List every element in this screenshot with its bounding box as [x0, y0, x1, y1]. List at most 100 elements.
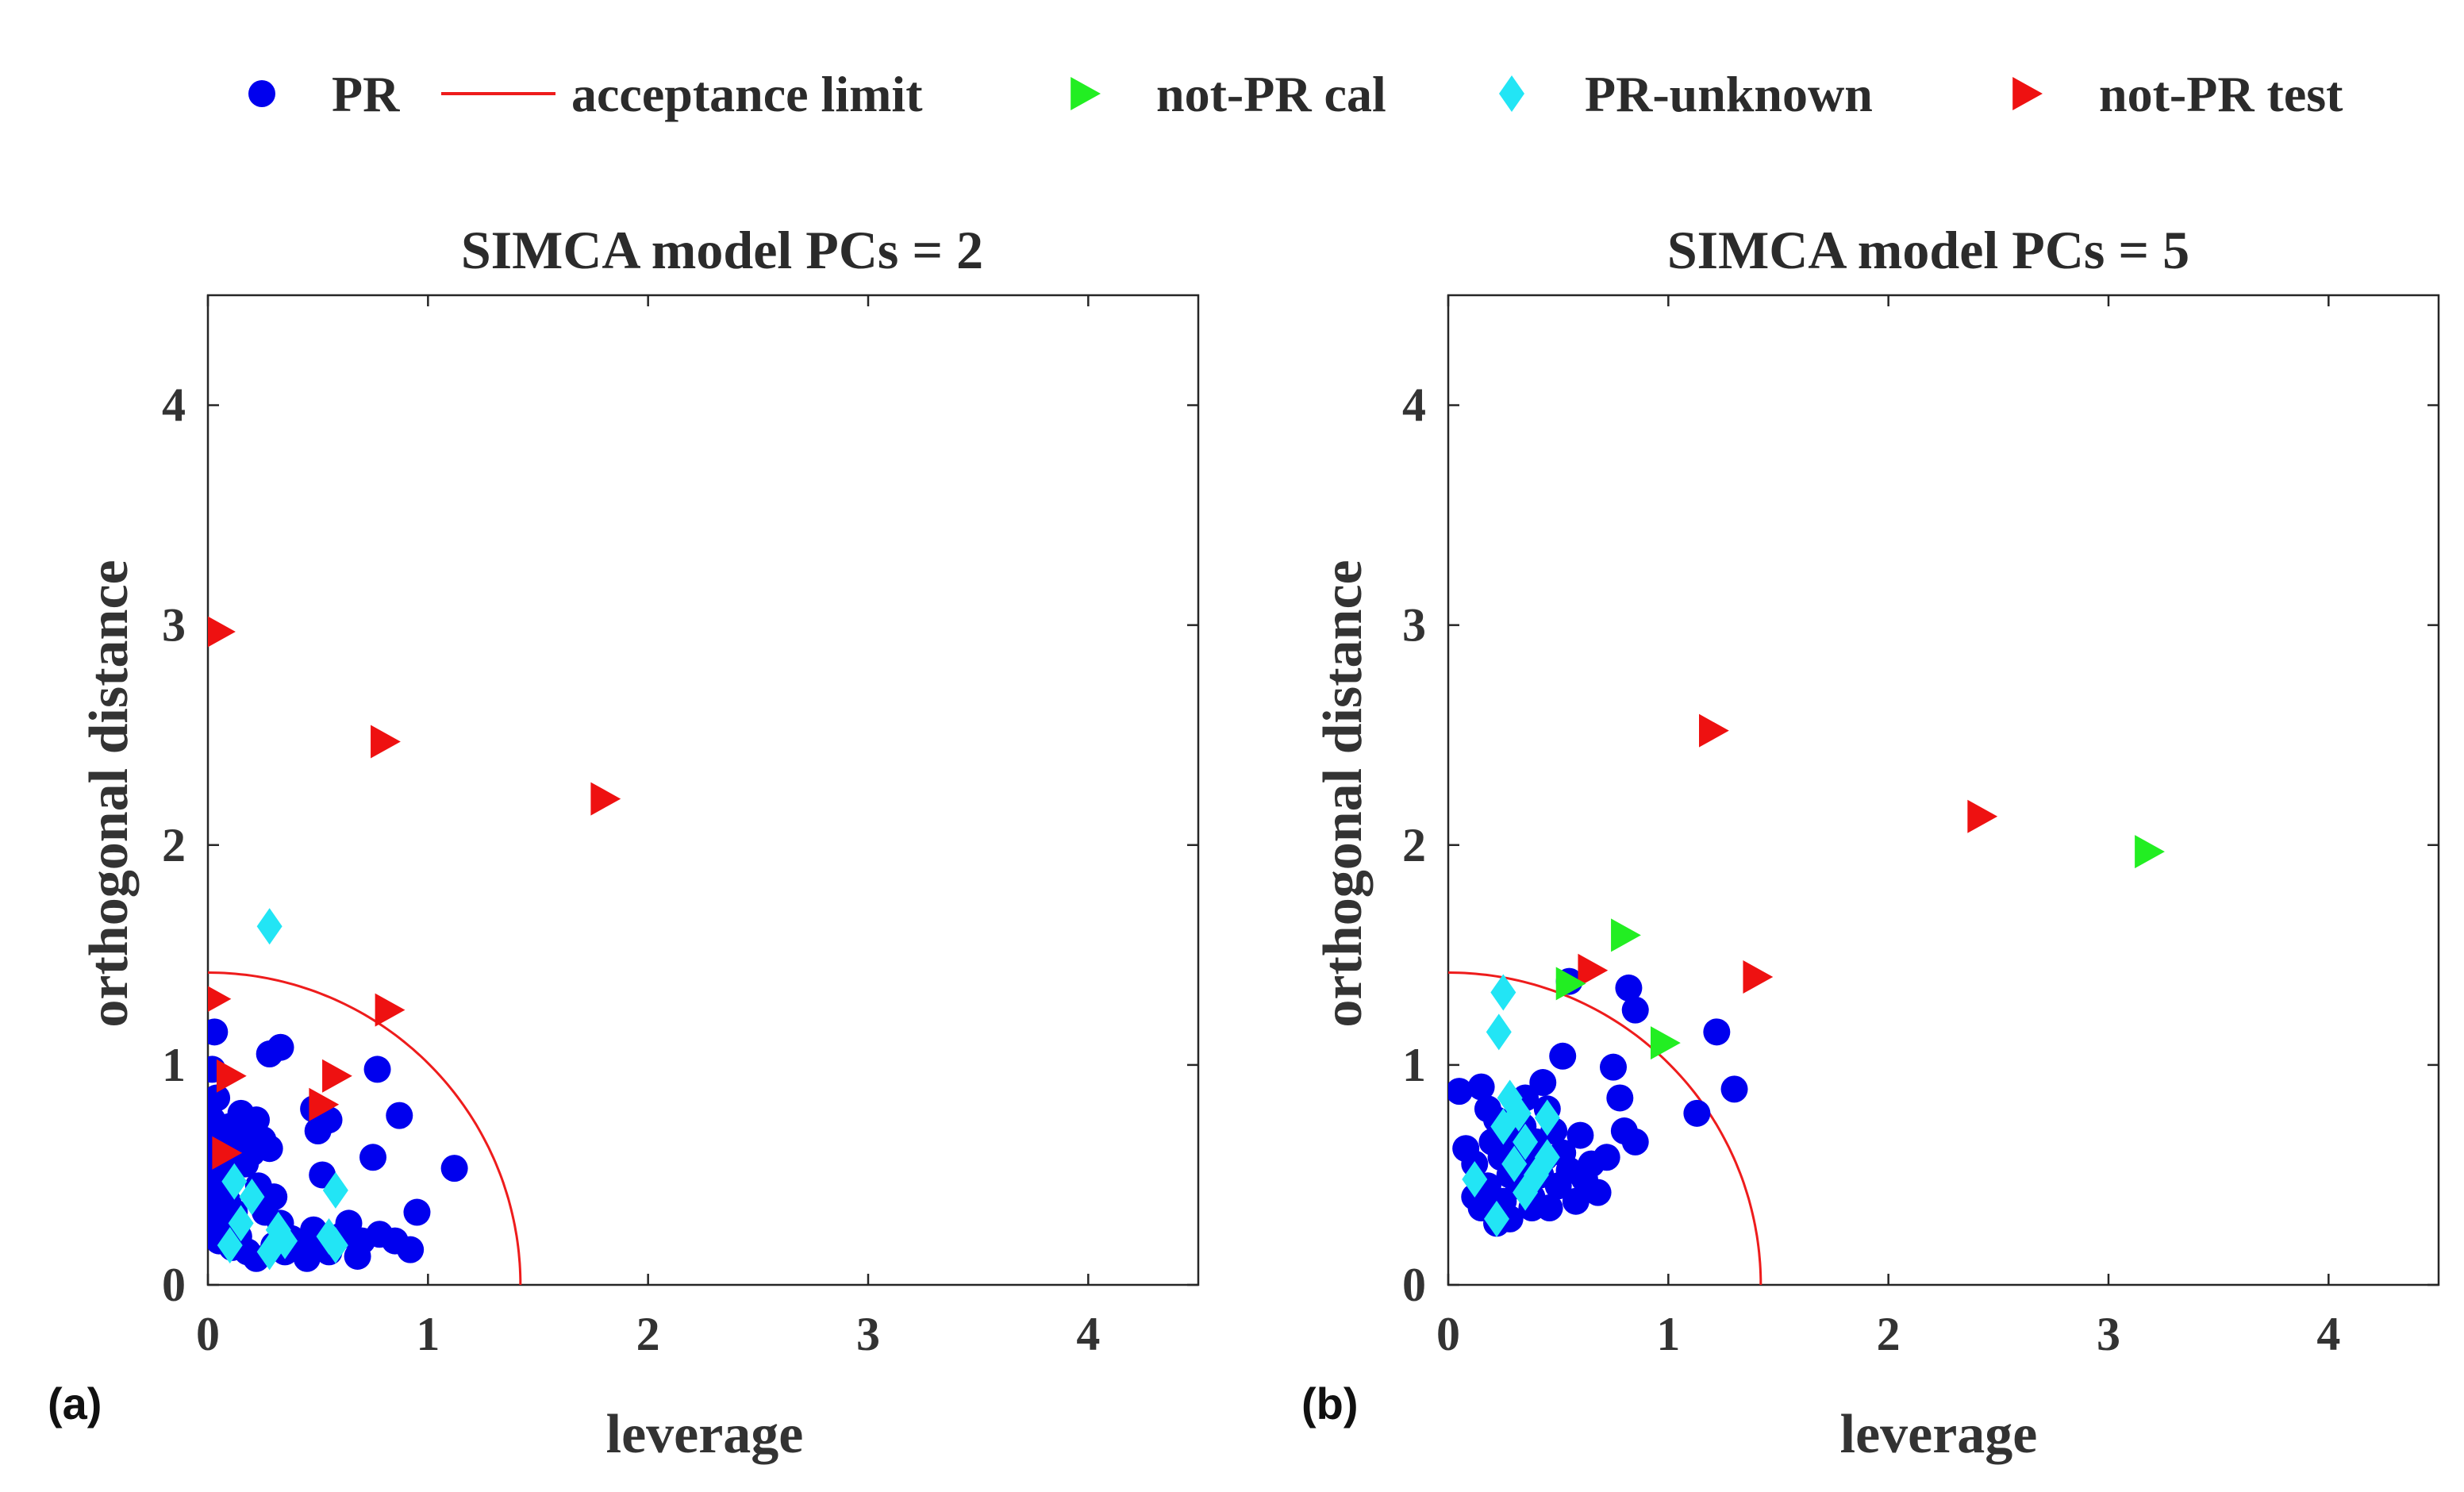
x-tick-label: 0: [196, 1308, 220, 1360]
data-point: [1448, 1078, 1473, 1106]
data-point: [440, 1155, 468, 1182]
x-tick-label: 3: [856, 1308, 880, 1360]
plot-panel-b: SIMCA model PCs = 5 leverage orthogonal …: [1301, 220, 2440, 1465]
y-tick-label: 0: [162, 1259, 186, 1311]
data-point: [1534, 1139, 1560, 1176]
panel-label: (a): [48, 1379, 102, 1429]
y-tick-label: 3: [1402, 599, 1426, 652]
data-point: [208, 1018, 229, 1046]
plot-panel-a: SIMCA model PCs = 2 leverage orthogonal …: [48, 220, 1200, 1465]
data-point: [397, 1236, 425, 1263]
series-not-pr-test: [208, 616, 621, 1170]
acceptance-limit-curve: [1448, 971, 1762, 1285]
data-point: [1513, 1123, 1539, 1160]
data-point: [1967, 799, 1998, 833]
data-point: [403, 1198, 431, 1226]
legend-item: not-PR test: [2012, 66, 2343, 122]
panel-label: (b): [1301, 1379, 1359, 1429]
data-point: [1549, 1042, 1577, 1070]
y-tick-label: 4: [1402, 379, 1426, 432]
data-point: [1490, 1108, 1516, 1145]
data-point: [216, 1059, 247, 1093]
x-axis-label: leverage: [1840, 1404, 2038, 1465]
data-point: [267, 1033, 294, 1061]
y-tick-label: 0: [1402, 1259, 1426, 1311]
series-pr-unknown: [1462, 974, 1560, 1237]
data-point: [1462, 1160, 1488, 1198]
y-tick-label: 3: [162, 599, 186, 652]
data-point: [322, 1059, 352, 1093]
data-point: [1600, 1053, 1627, 1081]
legend-item: acceptance limit: [441, 66, 923, 122]
data-point: [590, 782, 621, 816]
y-tick-label: 4: [162, 379, 186, 432]
y-axis-label: orthogonal distance: [79, 560, 140, 1027]
data-point: [1611, 918, 1641, 952]
legend-marker-swatch: [248, 80, 275, 107]
legend-item: PR: [248, 66, 400, 122]
data-point: [1703, 1018, 1731, 1046]
data-point: [322, 1171, 348, 1209]
legend-label: not-PR test: [2099, 66, 2343, 122]
data-point: [1486, 1013, 1512, 1051]
plot-area-frame: [1447, 294, 2440, 1286]
y-tick-label: 1: [162, 1039, 186, 1091]
data-point: [217, 1227, 243, 1264]
data-point: [1566, 1121, 1594, 1149]
legend-label: acceptance limit: [571, 66, 923, 122]
data-point: [316, 1218, 342, 1256]
data-point: [256, 1233, 283, 1271]
legend-marker-swatch: [2012, 77, 2043, 110]
y-tick-label: 1: [1402, 1039, 1426, 1091]
data-point: [228, 1205, 254, 1242]
x-tick-label: 2: [1877, 1308, 1901, 1360]
data-point: [1743, 960, 1774, 994]
data-point: [1490, 974, 1516, 1011]
chart-title: SIMCA model PCs = 5: [1667, 220, 2189, 280]
data-point: [363, 1056, 391, 1083]
data-point: [1683, 1099, 1711, 1127]
chart-title: SIMCA model PCs = 2: [461, 220, 983, 280]
legend-label: PR-unknown: [1585, 66, 1873, 122]
series-not-pr-test: [1578, 713, 1998, 994]
x-tick-label: 1: [1656, 1308, 1680, 1360]
data-point: [208, 1084, 231, 1112]
data-point: [1513, 1174, 1539, 1211]
data-point: [293, 1244, 321, 1272]
data-point: [1578, 953, 1609, 987]
data-point: [2135, 835, 2165, 869]
x-axis-label: leverage: [606, 1404, 804, 1465]
data-point: [212, 1136, 243, 1170]
data-point: [1584, 1179, 1612, 1206]
data-point: [344, 1242, 371, 1270]
x-tick-label: 4: [2316, 1308, 2340, 1360]
legend-marker-swatch: [1499, 75, 1524, 112]
data-point: [1699, 713, 1729, 748]
data-point: [208, 616, 236, 648]
legend-label: PR: [332, 66, 400, 122]
data-point: [386, 1102, 413, 1129]
data-point: [221, 1163, 248, 1200]
x-tick-label: 4: [1076, 1308, 1100, 1360]
x-tick-label: 0: [1436, 1308, 1460, 1360]
data-point: [1621, 996, 1649, 1024]
series-not-pr-cal: [1555, 835, 2165, 1060]
data-point: [1467, 1073, 1495, 1101]
data-point: [1593, 1144, 1620, 1171]
data-point: [1650, 1026, 1681, 1060]
legend-item: PR-unknown: [1499, 66, 1873, 122]
data-point: [239, 1179, 265, 1216]
data-point: [1615, 974, 1643, 1002]
data-point: [256, 908, 283, 945]
data-point: [1555, 967, 1586, 1001]
data-point: [375, 993, 406, 1027]
data-point: [1501, 1145, 1528, 1182]
data-point: [1534, 1099, 1560, 1136]
series-pr: [1448, 967, 1748, 1237]
legend: PR acceptance limit not-PR cal PR-unknown no…: [248, 66, 2343, 122]
data-point: [1606, 1084, 1634, 1112]
data-point: [371, 725, 401, 759]
x-tick-label: 3: [2097, 1308, 2120, 1360]
acceptance-limit-curve: [208, 971, 522, 1285]
legend-item: not-PR cal: [1071, 66, 1386, 122]
